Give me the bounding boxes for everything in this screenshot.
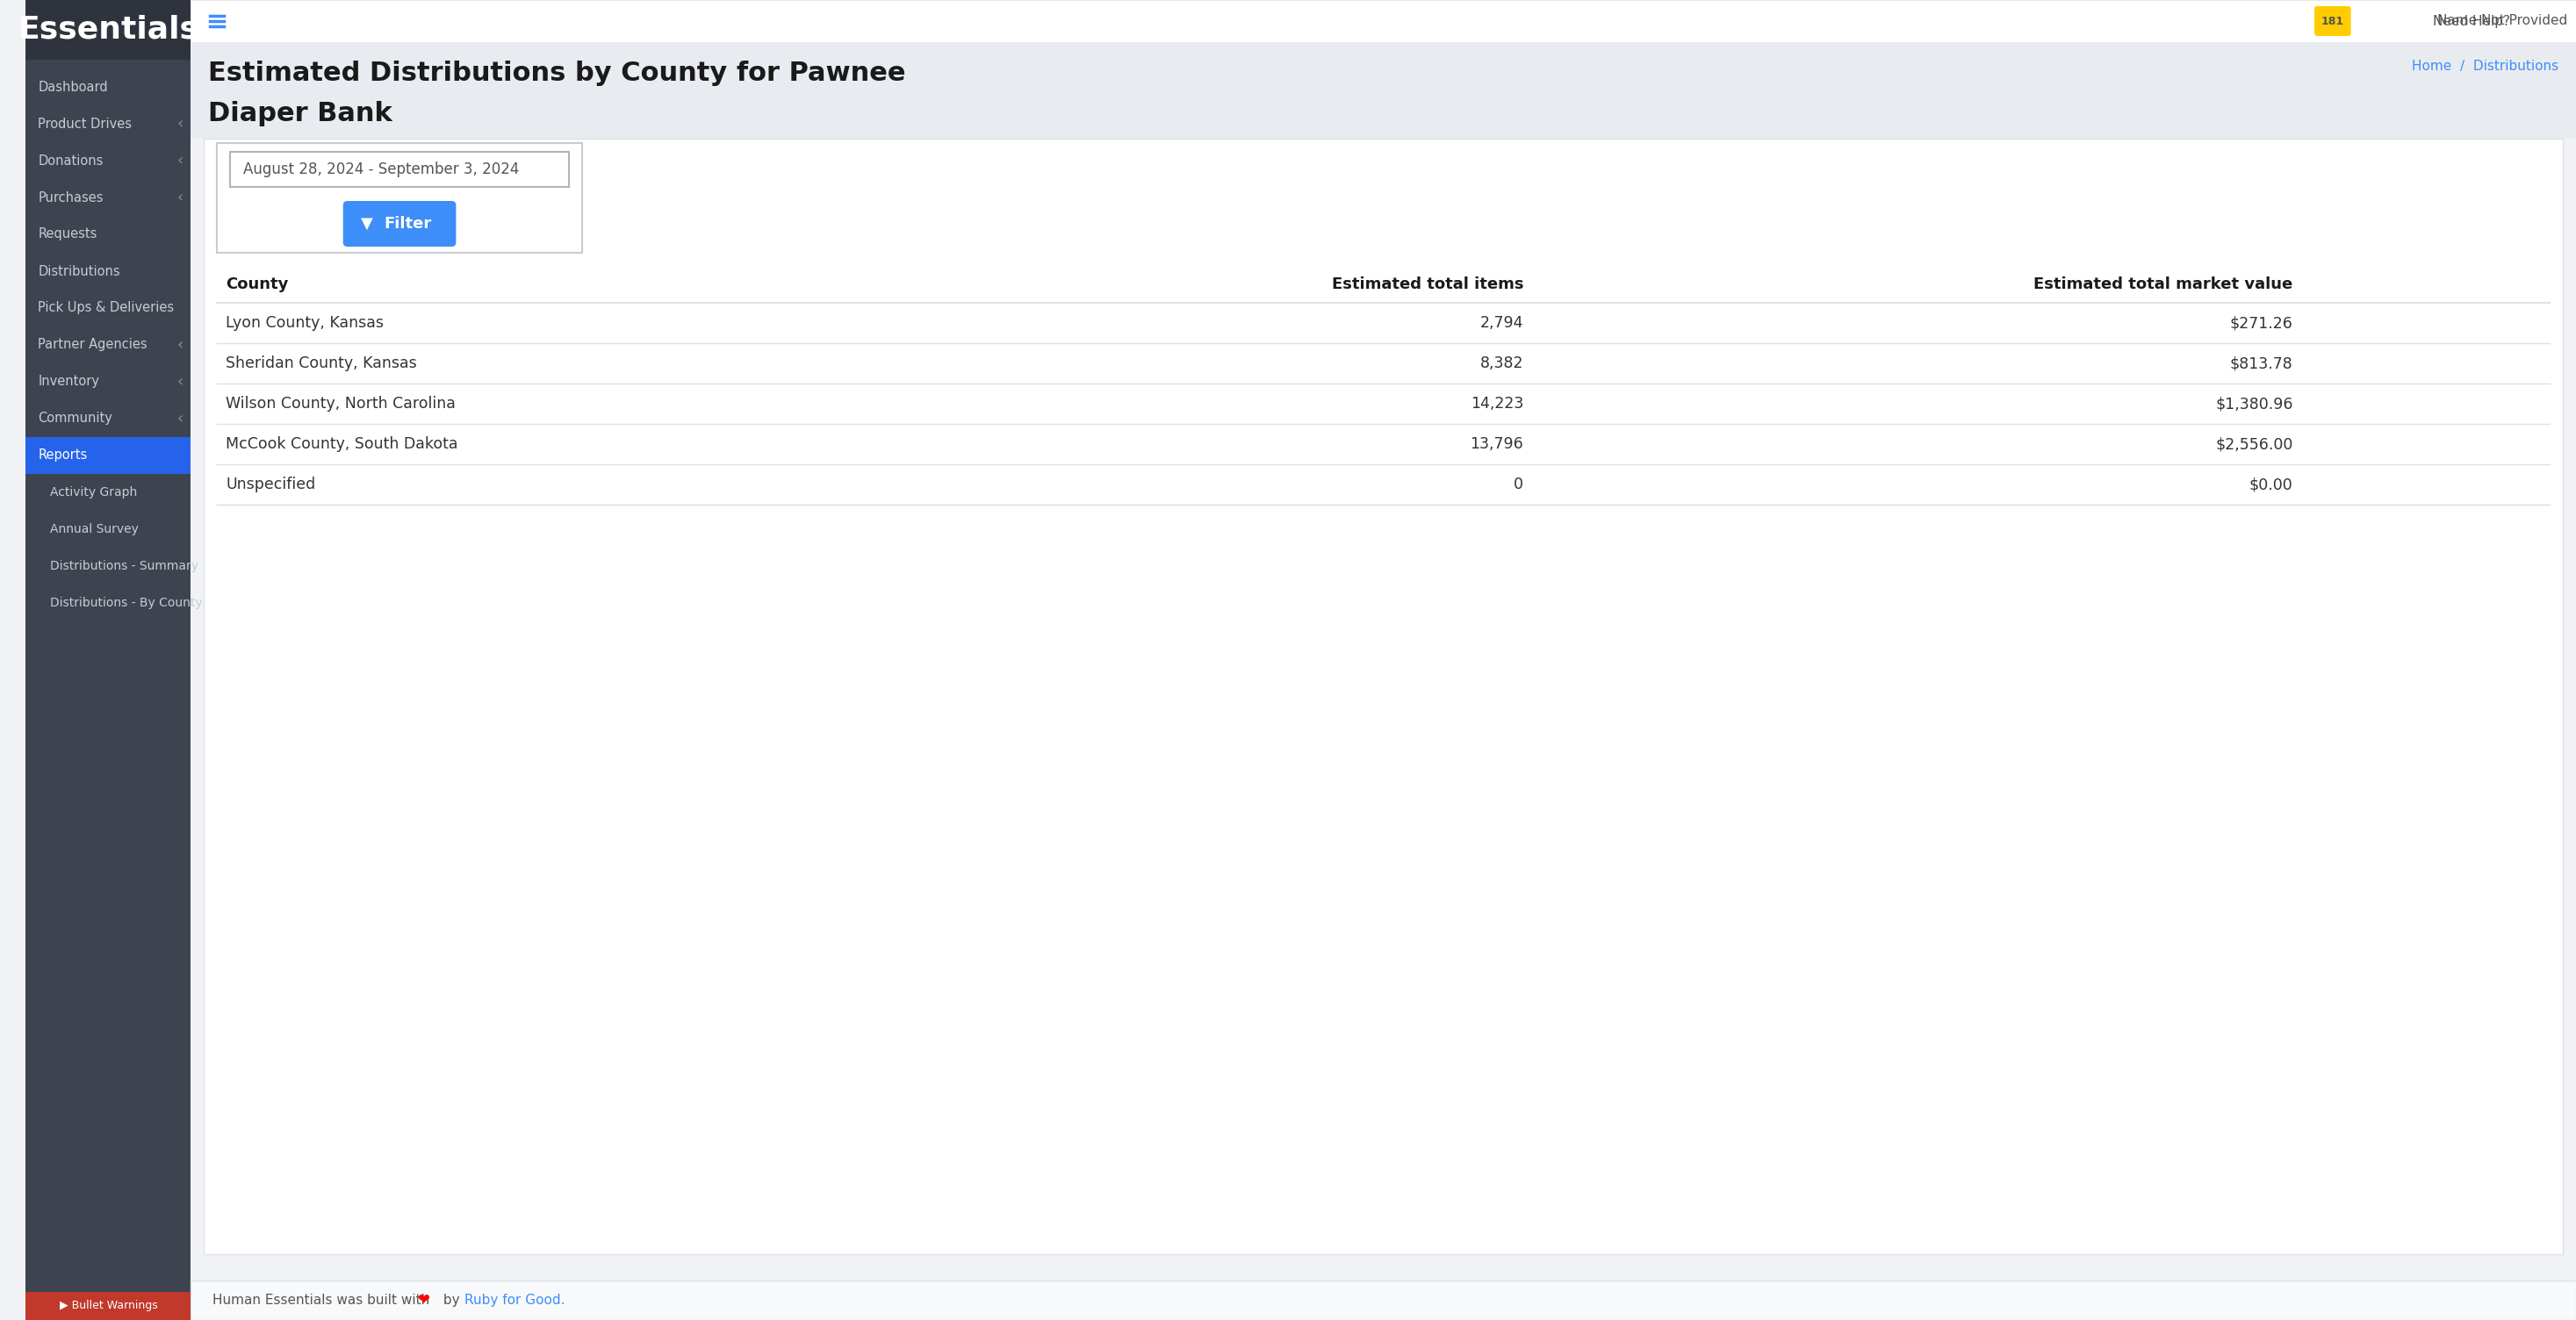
Text: 181: 181 bbox=[2321, 16, 2344, 26]
Text: $271.26: $271.26 bbox=[2231, 315, 2293, 331]
Text: August 28, 2024 - September 3, 2024: August 28, 2024 - September 3, 2024 bbox=[242, 161, 520, 177]
FancyBboxPatch shape bbox=[191, 42, 2576, 139]
Text: ‹: ‹ bbox=[178, 337, 183, 352]
Text: by: by bbox=[438, 1294, 464, 1307]
Text: ‹: ‹ bbox=[178, 153, 183, 169]
Text: Estimated total items: Estimated total items bbox=[1332, 276, 1522, 292]
FancyBboxPatch shape bbox=[26, 0, 191, 1320]
Text: Distributions - Summary: Distributions - Summary bbox=[49, 560, 198, 573]
Text: Distributions - By County: Distributions - By County bbox=[49, 597, 204, 609]
FancyBboxPatch shape bbox=[26, 0, 191, 59]
Text: Product Drives: Product Drives bbox=[39, 117, 131, 131]
Text: Diaper Bank: Diaper Bank bbox=[209, 102, 392, 127]
Text: 14,223: 14,223 bbox=[1471, 396, 1522, 412]
Text: Ruby for Good.: Ruby for Good. bbox=[464, 1294, 564, 1307]
Text: ‹: ‹ bbox=[178, 190, 183, 206]
Text: ▶ Bullet Warnings: ▶ Bullet Warnings bbox=[59, 1300, 157, 1312]
FancyBboxPatch shape bbox=[216, 384, 2550, 424]
FancyBboxPatch shape bbox=[191, 0, 2576, 42]
Text: Filter: Filter bbox=[384, 216, 433, 232]
Text: Essentials: Essentials bbox=[18, 15, 198, 45]
FancyBboxPatch shape bbox=[343, 201, 456, 247]
Text: $813.78: $813.78 bbox=[2231, 355, 2293, 371]
Text: ‹: ‹ bbox=[178, 411, 183, 426]
Text: Need Help?: Need Help? bbox=[2432, 15, 2509, 28]
Text: McCook County, South Dakota: McCook County, South Dakota bbox=[227, 436, 459, 451]
Text: Dashboard: Dashboard bbox=[39, 81, 108, 94]
FancyBboxPatch shape bbox=[26, 437, 191, 474]
Text: 8,382: 8,382 bbox=[1481, 355, 1522, 371]
Text: Inventory: Inventory bbox=[39, 375, 100, 388]
Text: Human Essentials was built with: Human Essentials was built with bbox=[214, 1294, 430, 1307]
FancyBboxPatch shape bbox=[191, 1280, 2576, 1320]
Text: Distributions: Distributions bbox=[39, 264, 121, 277]
Text: $1,380.96: $1,380.96 bbox=[2215, 396, 2293, 412]
Text: Home  /  Distributions: Home / Distributions bbox=[2411, 59, 2558, 73]
FancyBboxPatch shape bbox=[216, 302, 2550, 343]
FancyBboxPatch shape bbox=[229, 152, 569, 187]
Text: ‹: ‹ bbox=[178, 116, 183, 132]
Text: ▼: ▼ bbox=[361, 216, 374, 232]
Text: Name Not Provided: Name Not Provided bbox=[2437, 15, 2568, 28]
FancyBboxPatch shape bbox=[26, 1292, 191, 1320]
Text: $2,556.00: $2,556.00 bbox=[2215, 436, 2293, 451]
FancyBboxPatch shape bbox=[216, 143, 582, 252]
FancyBboxPatch shape bbox=[2313, 7, 2352, 36]
Text: Estimated Distributions by County for Pawnee: Estimated Distributions by County for Pa… bbox=[209, 61, 907, 86]
Text: 2,794: 2,794 bbox=[1481, 315, 1522, 331]
Text: Donations: Donations bbox=[39, 154, 103, 168]
Text: 13,796: 13,796 bbox=[1471, 436, 1522, 451]
Text: $0.00: $0.00 bbox=[2249, 477, 2293, 492]
Text: ‹: ‹ bbox=[178, 374, 183, 389]
Text: Pick Ups & Deliveries: Pick Ups & Deliveries bbox=[39, 301, 175, 314]
Text: County: County bbox=[227, 276, 289, 292]
FancyBboxPatch shape bbox=[216, 424, 2550, 465]
Text: Annual Survey: Annual Survey bbox=[49, 523, 139, 536]
Text: Wilson County, North Carolina: Wilson County, North Carolina bbox=[227, 396, 456, 412]
FancyBboxPatch shape bbox=[216, 343, 2550, 384]
Text: Activity Graph: Activity Graph bbox=[49, 486, 137, 499]
Text: Estimated total market value: Estimated total market value bbox=[2032, 276, 2293, 292]
Text: 0: 0 bbox=[1515, 477, 1522, 492]
Text: Lyon County, Kansas: Lyon County, Kansas bbox=[227, 315, 384, 331]
FancyBboxPatch shape bbox=[204, 139, 2563, 1254]
FancyBboxPatch shape bbox=[216, 465, 2550, 504]
Text: Partner Agencies: Partner Agencies bbox=[39, 338, 147, 351]
Text: Unspecified: Unspecified bbox=[227, 477, 314, 492]
Text: ❤: ❤ bbox=[417, 1292, 430, 1308]
Text: Requests: Requests bbox=[39, 228, 98, 242]
Text: Sheridan County, Kansas: Sheridan County, Kansas bbox=[227, 355, 417, 371]
Text: Reports: Reports bbox=[39, 449, 88, 462]
Text: Community: Community bbox=[39, 412, 113, 425]
Text: Purchases: Purchases bbox=[39, 191, 103, 205]
